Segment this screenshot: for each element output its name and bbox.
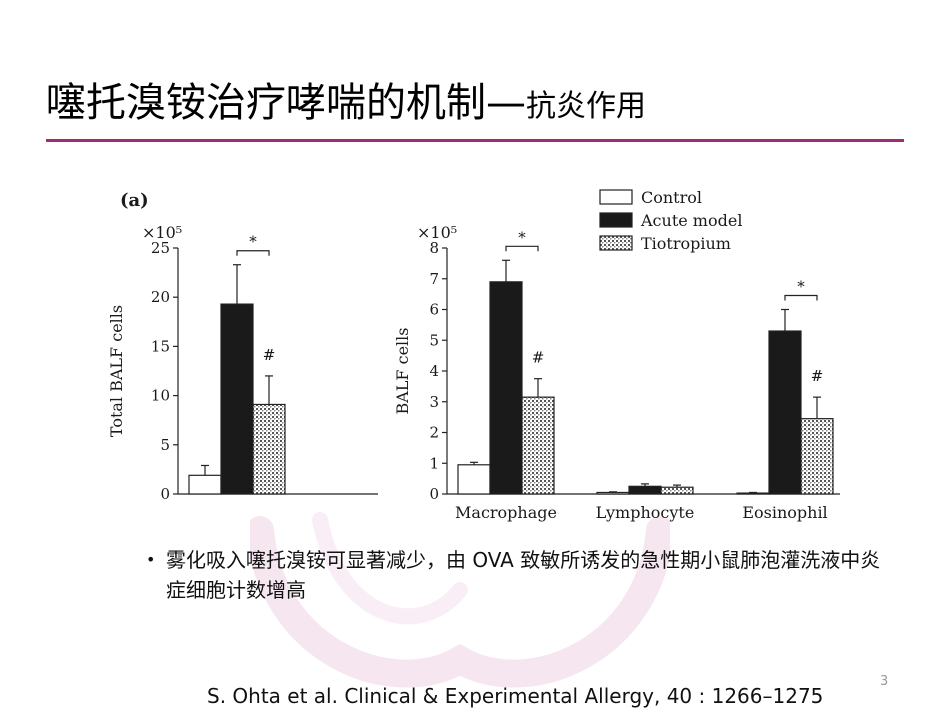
x-tick-label: Lymphocyte: [596, 503, 695, 522]
bar-tiotropium: [252, 403, 286, 495]
significance-hash: #: [263, 346, 276, 364]
y-tick-label: 10: [151, 387, 170, 405]
significance-star: *: [797, 278, 805, 296]
y-tick-label: 7: [429, 270, 439, 288]
legend-label-tiotropium: Tiotropium: [641, 234, 731, 253]
slide-title-main: 噻托溴铵治疗哮喘的机制—: [46, 80, 526, 126]
y-tick-label: 20: [151, 288, 170, 306]
y-tick-label: 0: [429, 485, 439, 503]
bar-control: [457, 464, 491, 495]
bars-total: *#: [188, 233, 286, 495]
y-tick-label: 25: [151, 239, 170, 257]
x-tick-label: Eosinophil: [742, 503, 827, 522]
significance-bracket: [505, 245, 539, 252]
y-tick-label: 5: [429, 331, 439, 349]
scale-note-total: ×10⁵: [142, 223, 182, 242]
bar-tiotropium: [660, 486, 694, 495]
y-tick-label: 15: [151, 337, 170, 355]
scale-note-cells: ×10⁵: [417, 223, 457, 242]
x-tick-labels-cells: Macrophage Lymphocyte Eosinophil: [455, 503, 828, 522]
slide-title: 噻托溴铵治疗哮喘的机制—抗炎作用: [46, 70, 646, 128]
bullet-text: 雾化吸入噻托溴铵可显著减少，由 OVA 致敏所诱发的急性期小鼠肺泡灌洗液中炎症细…: [166, 548, 881, 602]
slide-title-sub: 抗炎作用: [526, 89, 646, 124]
chart-balf-cells: ×10⁵ BALF cells 0 1 2 3 4 5 6 7 8 * # * # Macrophag…: [393, 188, 840, 522]
significance-bracket: [784, 294, 818, 301]
y-ticks-total: 0 5 10 15 20 25: [151, 239, 178, 503]
legend-swatch-control: [599, 189, 633, 205]
bars-cells: * # * #: [457, 228, 834, 495]
y-ticks-cells: 0 1 2 3 4 5 6 7 8: [429, 239, 447, 503]
citation: S. Ohta et al. Clinical & Experimental A…: [207, 684, 824, 708]
bar-acute: [220, 303, 254, 495]
legend-swatch-acute: [599, 212, 633, 228]
y-tick-label: 1: [429, 454, 439, 472]
y-tick-label: 3: [429, 393, 439, 411]
bar-control: [188, 474, 222, 495]
significance-star: *: [249, 233, 257, 251]
panel-label: (a): [120, 190, 149, 211]
significance-star: *: [518, 228, 526, 246]
title-divider: [46, 139, 904, 142]
y-tick-label: 5: [160, 436, 170, 454]
legend-label-control: Control: [641, 188, 702, 207]
y-tick-label: 2: [429, 424, 439, 442]
bullet-point: • 雾化吸入噻托溴铵可显著减少，由 OVA 致敏所诱发的急性期小鼠肺泡灌洗液中炎…: [146, 545, 886, 605]
y-axis-label-cells: BALF cells: [393, 328, 412, 415]
y-tick-label: 0: [160, 485, 170, 503]
y-tick-label: 8: [429, 239, 439, 257]
significance-bracket: [236, 250, 270, 256]
y-axis-label-total: Total BALF cells: [107, 305, 126, 437]
background-watermark-logo: [250, 512, 670, 688]
x-tick-label: Macrophage: [455, 503, 557, 522]
bar-control: [736, 492, 770, 495]
y-tick-label: 4: [429, 362, 439, 380]
bar-control: [596, 491, 630, 495]
bar-tiotropium: [800, 418, 834, 495]
bar-acute: [768, 330, 802, 495]
bar-acute: [489, 281, 523, 495]
significance-hash: #: [532, 349, 545, 367]
legend-swatch-tiotropium: [599, 235, 633, 251]
page-number: 3: [880, 674, 889, 689]
legend-label-acute: Acute model: [640, 211, 742, 230]
significance-hash: #: [811, 367, 824, 385]
legend: Control Acute model Tiotropium: [599, 188, 742, 253]
bar-acute: [628, 485, 662, 495]
y-tick-label: 6: [429, 301, 439, 319]
bar-tiotropium: [521, 396, 555, 495]
bullet-dot-icon: •: [146, 550, 156, 569]
